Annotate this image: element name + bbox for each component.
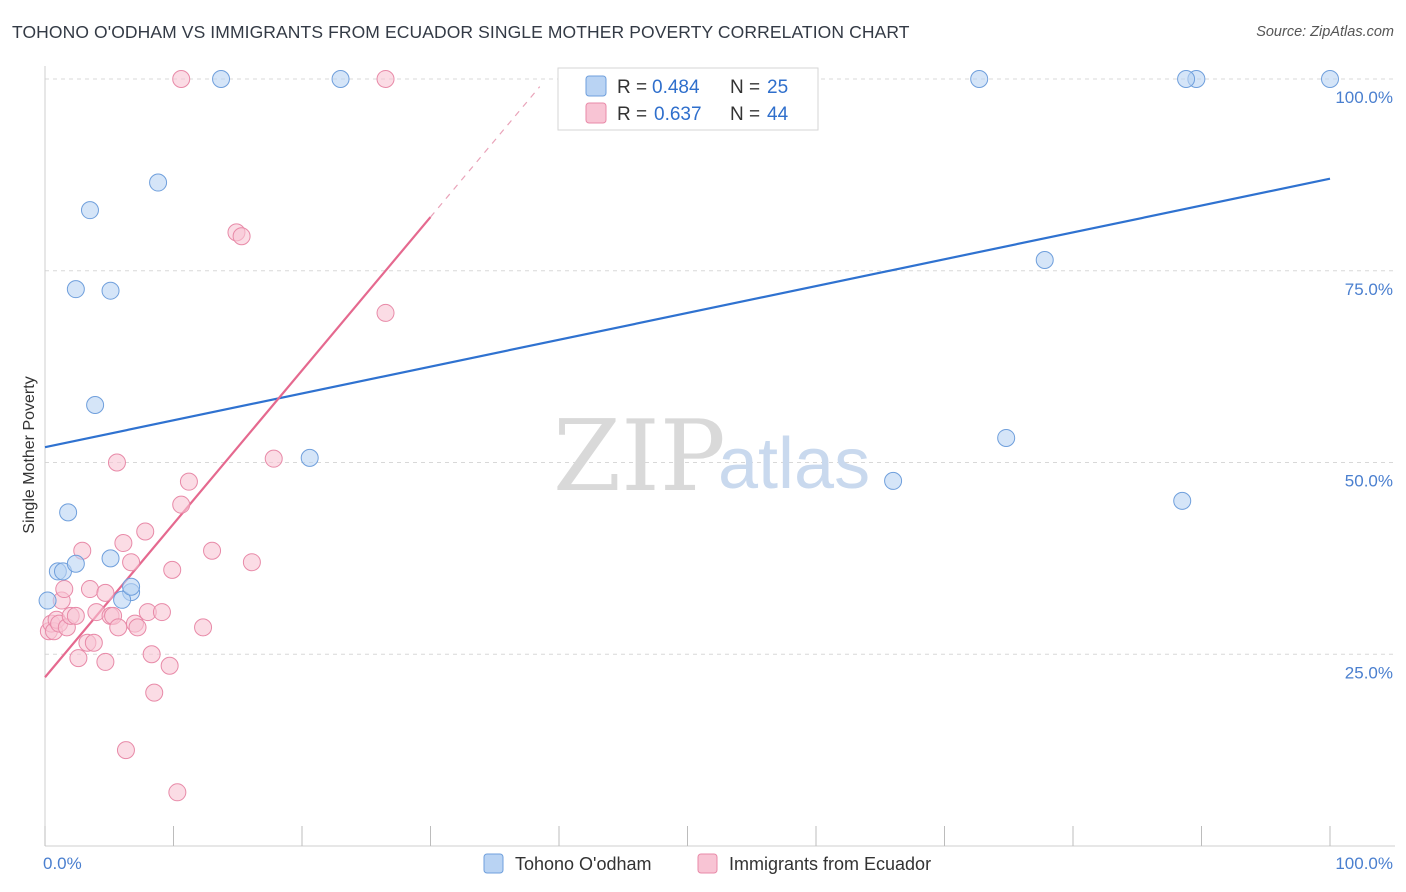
point-ecuador-40 bbox=[232, 227, 251, 246]
point-tohono-4 bbox=[66, 554, 85, 573]
point-ecuador-29 bbox=[142, 645, 161, 664]
point-ecuador-16 bbox=[96, 583, 115, 602]
point-tohono-11 bbox=[113, 590, 132, 609]
point-tohono-0 bbox=[38, 591, 57, 610]
source-label: Source: ZipAtlas.com bbox=[1256, 24, 1394, 40]
legend-n-value-2: 44 bbox=[767, 104, 789, 125]
y-axis-label: Single Mother Poverty bbox=[21, 376, 38, 533]
x-tick-labels: 0.0% 100.0% bbox=[43, 854, 1393, 873]
axes bbox=[44, 66, 1395, 847]
legend-swatch-pink bbox=[585, 102, 607, 124]
point-tohono-6 bbox=[80, 201, 99, 220]
point-ecuador-31 bbox=[152, 603, 171, 622]
point-ecuador-22 bbox=[114, 534, 133, 553]
point-tohono-18 bbox=[997, 428, 1016, 447]
bottom-legend: Tohono O'odham Immigrants from Ecuador bbox=[483, 853, 931, 874]
legend-n-label-1: N = bbox=[730, 77, 760, 98]
watermark: ZIP atlas bbox=[553, 400, 870, 514]
point-tohono-9 bbox=[101, 549, 120, 568]
point-ecuador-23 bbox=[116, 741, 135, 760]
bottom-legend-swatch-pink bbox=[697, 853, 718, 874]
point-ecuador-35 bbox=[172, 495, 191, 514]
point-tohono-21 bbox=[1173, 491, 1192, 510]
point-ecuador-32 bbox=[160, 656, 179, 675]
point-tohono-13 bbox=[149, 173, 168, 192]
point-ecuador-27 bbox=[136, 522, 155, 541]
point-ecuador-37 bbox=[194, 618, 213, 637]
point-ecuador-26 bbox=[128, 618, 147, 637]
y-tick-label-50: 50.0% bbox=[1345, 472, 1393, 491]
point-tohono-19 bbox=[1035, 251, 1054, 270]
data-points bbox=[38, 70, 1339, 802]
legend-r-value-2: 0.637 bbox=[654, 104, 702, 125]
bottom-legend-label-pink: Immigrants from Ecuador bbox=[729, 854, 931, 874]
point-ecuador-6 bbox=[55, 580, 74, 599]
point-tohono-16 bbox=[300, 448, 319, 467]
legend-n-label-2: N = bbox=[730, 104, 760, 125]
y-tick-label-75: 75.0% bbox=[1345, 280, 1393, 299]
point-ecuador-33 bbox=[163, 560, 182, 579]
legend-box: R = 0.484 N = 25 R = 0.637 N = 44 bbox=[557, 67, 819, 131]
bottom-legend-label-blue: Tohono O'odham bbox=[515, 854, 652, 874]
point-ecuador-10 bbox=[69, 649, 88, 668]
y-tick-labels: 25.0% 50.0% 75.0% 100.0% bbox=[1335, 88, 1393, 682]
y-tick-label-100: 100.0% bbox=[1335, 88, 1393, 107]
chart-title: TOHONO O'ODHAM VS IMMIGRANTS FROM ECUADO… bbox=[12, 22, 910, 42]
point-ecuador-30 bbox=[145, 683, 164, 702]
point-tohono-8 bbox=[101, 281, 120, 300]
point-tohono-15 bbox=[331, 70, 350, 88]
point-ecuador-36 bbox=[179, 472, 198, 491]
point-ecuador-42 bbox=[264, 449, 283, 468]
trend-lines bbox=[44, 86, 1331, 678]
point-tohono-24 bbox=[1321, 70, 1339, 88]
legend-swatch-blue bbox=[585, 75, 607, 97]
point-tohono-3 bbox=[59, 503, 78, 522]
trend-line-ecuador-extension bbox=[430, 86, 541, 218]
point-tohono-17 bbox=[884, 471, 903, 490]
point-tohono-12 bbox=[122, 577, 141, 596]
point-tohono-20 bbox=[970, 70, 989, 88]
legend-n-value-1: 25 bbox=[767, 77, 788, 98]
x-tick-label-0: 0.0% bbox=[43, 854, 82, 873]
y-tick-label-25: 25.0% bbox=[1345, 663, 1393, 682]
point-ecuador-44 bbox=[172, 70, 191, 88]
point-ecuador-34 bbox=[168, 783, 187, 802]
watermark-zip: ZIP bbox=[553, 400, 726, 514]
point-tohono-14 bbox=[212, 70, 231, 88]
legend-r-value-1: 0.484 bbox=[652, 77, 700, 98]
point-ecuador-13 bbox=[80, 580, 99, 599]
point-ecuador-41 bbox=[242, 553, 261, 572]
trend-line-tohono bbox=[44, 177, 1331, 449]
point-ecuador-20 bbox=[107, 453, 126, 472]
legend-r-label-2: R = bbox=[617, 104, 647, 125]
point-ecuador-17 bbox=[96, 652, 115, 671]
point-ecuador-24 bbox=[122, 553, 141, 572]
point-ecuador-38 bbox=[203, 541, 222, 560]
point-ecuador-21 bbox=[109, 618, 128, 637]
point-ecuador-45 bbox=[376, 70, 395, 88]
watermark-atlas: atlas bbox=[718, 424, 870, 504]
x-tick-label-100: 100.0% bbox=[1335, 854, 1393, 873]
point-ecuador-14 bbox=[84, 633, 103, 652]
point-ecuador-43 bbox=[376, 303, 395, 322]
point-ecuador-9 bbox=[66, 606, 85, 625]
point-tohono-23 bbox=[1177, 70, 1196, 88]
point-tohono-7 bbox=[86, 395, 105, 414]
bottom-legend-swatch-blue bbox=[483, 853, 504, 874]
point-tohono-5 bbox=[66, 280, 85, 299]
legend-r-label-1: R = bbox=[617, 77, 647, 98]
